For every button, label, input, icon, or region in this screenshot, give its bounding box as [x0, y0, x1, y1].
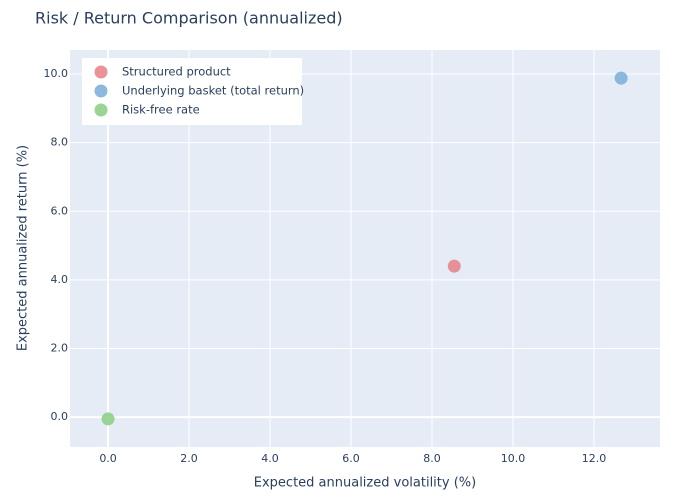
x-tick-label: 8.0 [423, 452, 441, 465]
y-tick-label: 4.0 [51, 273, 69, 286]
legend-label: Underlying basket (total return) [122, 84, 304, 98]
y-axis-label: Expected annualized return (%) [16, 145, 31, 351]
legend-marker [94, 65, 108, 79]
legend-marker [94, 84, 108, 98]
x-tick-label: 4.0 [261, 452, 279, 465]
legend-label: Structured product [122, 65, 231, 79]
y-tick-label: 6.0 [51, 204, 69, 217]
x-tick-label: 0.0 [99, 452, 117, 465]
point [614, 71, 628, 85]
x-tick-label: 10.0 [501, 452, 526, 465]
chart-title: Risk / Return Comparison (annualized) [35, 9, 343, 28]
y-tick-label: 0.0 [51, 410, 69, 423]
y-tick-label: 8.0 [51, 136, 69, 149]
x-axis-label: Expected annualized volatility (%) [254, 476, 476, 491]
legend-box [82, 58, 302, 125]
legend-label: Risk-free rate [122, 103, 200, 117]
point [447, 259, 461, 273]
y-tick-label: 10.0 [44, 67, 69, 80]
point [101, 412, 115, 426]
x-tick-label: 6.0 [342, 452, 360, 465]
legend-marker [94, 103, 108, 117]
x-tick-label: 2.0 [180, 452, 198, 465]
x-tick-label: 12.0 [582, 452, 607, 465]
y-tick-label: 2.0 [51, 342, 69, 355]
